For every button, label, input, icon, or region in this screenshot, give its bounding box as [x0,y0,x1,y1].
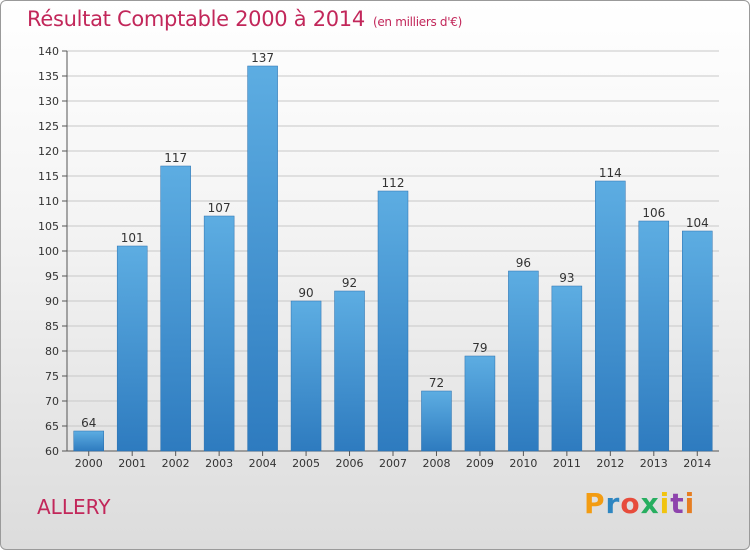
value-label: 112 [382,176,405,190]
x-tick-label: 2012 [596,457,624,470]
bar-2011 [551,285,583,452]
value-label: 96 [516,256,531,270]
value-label: 106 [642,206,665,220]
bar-2007 [377,190,409,452]
value-label: 64 [81,416,96,430]
logo-letter: o [620,487,641,520]
y-tick-label: 135 [38,70,59,83]
x-tick-label: 2004 [249,457,277,470]
bar-2002 [160,165,191,452]
proxiti-logo: Proxiti [584,487,695,520]
logo-letter: i [684,487,696,520]
bar-2001 [116,245,148,452]
bar-2004 [247,65,278,452]
value-label: 114 [599,166,622,180]
y-tick-label: 60 [45,445,59,458]
bar-2014 [682,230,713,452]
labels: 60 65 70 75 80 85 90 95 100 105 110 115 120 125 130 135… [38,45,711,470]
x-tick-label: 2002 [162,457,190,470]
bars [73,65,713,452]
y-tick-label: 140 [38,45,59,58]
x-tick-label: 2008 [422,457,450,470]
y-tick-label: 105 [38,220,59,233]
chart-title-main: Résultat Comptable 2000 à 2014 [27,7,365,31]
x-tick-label: 2003 [205,457,233,470]
value-label: 104 [686,216,709,230]
bar-2000 [73,430,104,452]
bar-2010 [508,270,539,452]
y-tick-label: 95 [45,270,59,283]
logo-letter: P [584,487,606,520]
y-tick-label: 70 [45,395,59,408]
value-label: 107 [208,201,231,215]
x-tick-label: 2000 [75,457,103,470]
city-name: ALLERY [37,495,111,519]
logo-letter: x [640,487,660,520]
bar-2013 [638,220,670,452]
bar-2012 [595,180,626,452]
y-tick-label: 110 [38,195,59,208]
bar-2005 [290,300,322,452]
y-tick-label: 80 [45,345,59,358]
bar-2003 [203,215,235,452]
x-tick-label: 2014 [683,457,711,470]
x-tick-label: 2006 [336,457,364,470]
x-tick-label: 2009 [466,457,494,470]
logo-letter: r [605,487,621,520]
x-tick-label: 2001 [118,457,146,470]
value-label: 92 [342,276,357,290]
x-tick-label: 2011 [553,457,581,470]
y-tick-label: 130 [38,95,59,108]
y-tick-label: 120 [38,145,59,158]
x-tick-label: 2005 [292,457,320,470]
y-tick-label: 90 [45,295,59,308]
bar-2006 [334,290,365,452]
value-label: 93 [559,271,574,285]
logo-letter: t [670,487,685,520]
y-tick-label: 125 [38,120,59,133]
chart-title-unit: (en milliers d'€) [372,15,462,29]
y-tick-label: 100 [38,245,59,258]
x-tick-label: 2013 [640,457,668,470]
value-label: 101 [121,231,144,245]
value-label: 90 [298,286,313,300]
bar-2008 [421,390,452,452]
value-label: 79 [472,341,487,355]
y-tick-label: 75 [45,370,59,383]
x-tick-label: 2007 [379,457,407,470]
y-tick-label: 65 [45,420,59,433]
logo-letter: i [659,487,671,520]
y-tick-label: 115 [38,170,59,183]
value-label: 137 [251,51,274,65]
x-tick-label: 2010 [509,457,537,470]
value-label: 72 [429,376,444,390]
value-label: 117 [164,151,187,165]
y-tick-label: 85 [45,320,59,333]
bar-2009 [464,355,496,452]
chart-title: Résultat Comptable 2000 à 2014 (en millie… [27,7,462,31]
